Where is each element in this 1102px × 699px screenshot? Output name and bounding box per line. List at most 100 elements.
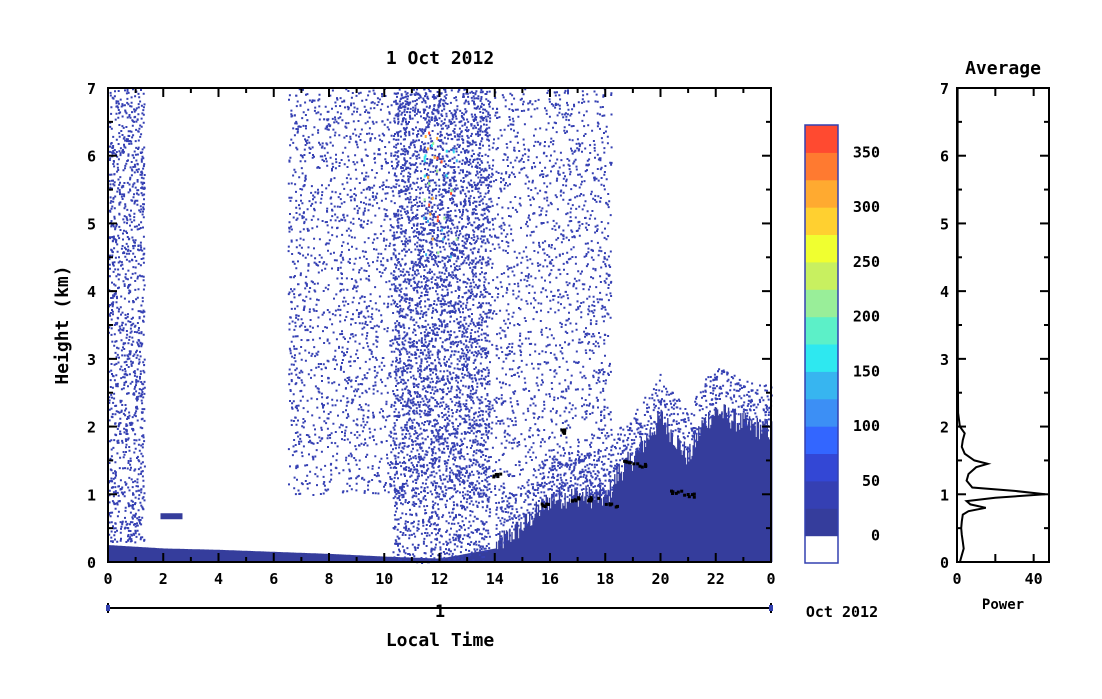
colorbar-swatch: [805, 426, 838, 454]
y-tick-label: 3: [87, 351, 96, 369]
strong-echo-speck: [423, 198, 426, 202]
colorbar-swatch: [805, 152, 838, 181]
peak-marker: [683, 493, 687, 497]
x-axis-label: Local Time: [386, 630, 495, 651]
side-y-tick-label: 6: [940, 148, 949, 166]
peak-marker: [640, 465, 644, 469]
peak-marker: [616, 504, 619, 508]
strong-echo-speck: [445, 174, 448, 178]
date-axis-end-marker: [106, 605, 110, 611]
colorbar-swatch: [805, 125, 838, 153]
chart-title: 1 Oct 2012: [386, 48, 494, 69]
strong-echo-speck: [449, 255, 452, 259]
x-tick-label: 14: [486, 570, 504, 588]
strong-echo-speck: [427, 219, 429, 223]
small-echo-blob: [160, 513, 183, 520]
x-tick-label: 16: [541, 570, 559, 588]
colorbar-tick-label: 350: [853, 143, 880, 161]
side-y-tick-label: 5: [940, 215, 949, 233]
peak-marker: [563, 431, 567, 435]
date-month-label: Oct 2012: [806, 603, 878, 621]
x-tick-label: 6: [269, 570, 278, 588]
strong-echo-speck: [436, 219, 439, 223]
peak-marker: [636, 462, 640, 466]
peak-marker: [543, 505, 547, 508]
strong-echo-speck: [427, 175, 429, 179]
colorbar-tick-label: 50: [862, 472, 880, 490]
side-y-tick-label: 7: [940, 80, 949, 98]
colorbar-swatch: [805, 344, 838, 372]
peak-marker: [638, 464, 642, 468]
side-panel: 0 1 2 3 4 5 6 7 0 40: [940, 80, 1050, 588]
strong-echo-speck: [450, 189, 453, 192]
peak-marker: [680, 489, 684, 493]
colorbar-tick-label: 250: [853, 253, 880, 271]
peak-marker: [628, 461, 632, 465]
y-tick-label: 0: [87, 554, 96, 572]
strong-echo-speck: [450, 192, 453, 196]
strong-echo-speck: [424, 154, 427, 158]
boundary-layer-echo: [108, 404, 773, 562]
peak-marker: [540, 502, 544, 506]
strong-echo-speck: [428, 131, 431, 135]
side-x-tick-label: 0: [952, 570, 961, 588]
peak-marker: [577, 496, 581, 500]
strong-echo-speck: [437, 251, 440, 255]
colorbar-tick-label: 200: [853, 308, 880, 326]
colorbar-swatch: [805, 398, 838, 427]
peak-marker: [608, 502, 612, 506]
y-tick-label: 7: [87, 80, 96, 98]
colorbar-swatch: [805, 234, 838, 263]
y-tick-label: 5: [87, 215, 96, 233]
date-axis-end-marker: [769, 605, 773, 611]
peak-marker: [589, 499, 593, 503]
colorbar-swatch: [805, 179, 838, 208]
y-tick-label: 6: [87, 148, 96, 166]
colorbar-swatch: [805, 261, 838, 290]
strong-echo-speck: [440, 160, 443, 164]
peak-marker: [570, 499, 574, 503]
x-tick-label: 4: [214, 570, 223, 588]
y-tick-label: 4: [87, 283, 96, 301]
strong-echo-speck: [436, 156, 439, 160]
peak-marker: [496, 475, 500, 479]
colorbar-tick-label: 300: [853, 198, 880, 216]
x-tick-label: 0: [103, 570, 112, 588]
peak-marker: [494, 473, 498, 476]
strong-echo-speck: [428, 203, 431, 207]
strong-echo-speck: [423, 174, 426, 178]
peak-marker: [590, 497, 594, 501]
peak-marker: [687, 495, 691, 499]
strong-echo-speck: [436, 136, 439, 140]
strong-echo-speck: [455, 237, 458, 241]
x-tick-label: 20: [651, 570, 669, 588]
peak-marker: [671, 492, 674, 495]
strong-echo-speck: [428, 182, 430, 186]
strong-echo-speck: [430, 144, 433, 147]
colorbar-swatch: [805, 535, 838, 564]
heatmap-data: [108, 88, 773, 564]
colorbar-swatch: [805, 289, 838, 318]
strong-echo-speck: [436, 215, 439, 219]
strong-echo-speck: [441, 228, 444, 232]
x-tick-label: 12: [430, 570, 448, 588]
x-tick-label: 2: [159, 570, 168, 588]
strong-echo-speck: [423, 159, 426, 163]
colorbar-swatch: [805, 371, 838, 400]
strong-echo-speck: [433, 155, 436, 159]
colorbar-frame: [804, 124, 839, 564]
x-tick-label: 10: [375, 570, 393, 588]
strong-echo-speck: [424, 135, 427, 138]
y-axis-label: Height (km): [52, 265, 73, 384]
colorbar-tick-label: 100: [853, 417, 880, 435]
strong-echo-speck: [442, 237, 445, 241]
peak-marker: [560, 428, 564, 432]
x-tick-label: 22: [707, 570, 725, 588]
peak-marker: [671, 490, 675, 494]
colorbar-swatch: [805, 207, 838, 235]
peak-marker: [589, 496, 593, 500]
peak-marker: [643, 462, 647, 466]
peak-marker: [624, 459, 628, 463]
side-panel-title: Average: [965, 58, 1041, 79]
strong-echo-speck: [431, 237, 434, 241]
